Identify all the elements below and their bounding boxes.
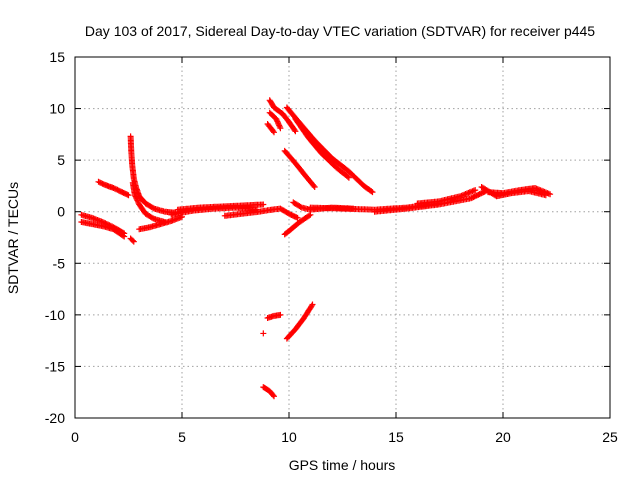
data-point <box>547 191 554 198</box>
data-point <box>260 201 267 208</box>
data-points <box>78 97 554 400</box>
data-point <box>270 392 277 399</box>
data-point <box>291 127 298 134</box>
y-tick-label: 5 <box>57 152 65 168</box>
data-point <box>130 238 137 245</box>
data-point <box>120 232 126 239</box>
data-segment <box>266 97 299 135</box>
data-segment <box>268 205 301 221</box>
data-point <box>129 237 136 244</box>
data-point <box>309 301 316 308</box>
x-tick-label: 5 <box>178 429 186 445</box>
data-point <box>311 184 318 190</box>
data-segment <box>174 201 267 213</box>
data-segment <box>281 211 314 238</box>
x-tick-label: 20 <box>495 429 511 445</box>
chart-title: Day 103 of 2017, Sidereal Day-to-day VTE… <box>85 23 595 39</box>
data-point <box>310 182 317 189</box>
data-segment <box>414 187 479 207</box>
y-tick-label: -5 <box>53 255 66 271</box>
data-point <box>125 192 132 199</box>
data-point <box>297 203 304 210</box>
data-point <box>270 128 277 135</box>
x-tick-label: 0 <box>71 429 79 445</box>
data-point <box>368 188 375 195</box>
data-point <box>369 189 376 196</box>
data-segment <box>260 384 277 400</box>
data-point <box>294 214 301 221</box>
data-point <box>345 174 352 181</box>
x-axis-label: GPS time / hours <box>289 457 396 473</box>
data-point <box>271 393 277 400</box>
data-segment <box>281 147 318 190</box>
x-tick-label: 15 <box>388 429 404 445</box>
y-axis-label: SDTVAR / TECUs <box>5 182 21 294</box>
data-segment <box>95 178 132 199</box>
axis-ticks: 0 5 10 15 20 25 -20 -15 -10 -5 0 5 10 15 <box>45 49 618 445</box>
data-segment <box>485 185 554 198</box>
data-segment <box>127 235 137 245</box>
data-segment <box>283 301 316 342</box>
data-point <box>260 330 267 337</box>
data-point <box>307 211 314 218</box>
data-segment <box>129 179 168 225</box>
x-tick-label: 25 <box>602 429 618 445</box>
data-point <box>472 187 479 194</box>
data-point <box>121 233 128 240</box>
data-segment <box>260 330 267 337</box>
y-tick-label: -20 <box>45 410 65 426</box>
y-tick-label: 0 <box>57 204 65 220</box>
data-point <box>292 128 299 135</box>
data-point <box>277 311 284 318</box>
data-point <box>344 173 351 180</box>
data-point <box>179 213 185 220</box>
data-segment <box>266 109 284 132</box>
data-segment <box>264 311 284 321</box>
y-tick-label: -10 <box>45 307 65 323</box>
data-segment <box>292 115 352 181</box>
data-segment <box>283 104 376 196</box>
data-point <box>308 302 315 309</box>
y-tick-label: -15 <box>45 358 65 374</box>
plot-frame <box>74 56 611 419</box>
data-segment <box>78 219 128 240</box>
data-point <box>271 129 277 136</box>
y-tick-label: 10 <box>49 101 65 117</box>
grid-lines <box>75 57 610 418</box>
data-segment <box>136 213 185 233</box>
data-point <box>277 125 284 132</box>
x-tick-label: 10 <box>281 429 297 445</box>
data-point <box>306 212 313 219</box>
data-segment <box>264 121 277 136</box>
y-tick-label: 15 <box>49 49 65 65</box>
data-segment <box>127 133 179 216</box>
